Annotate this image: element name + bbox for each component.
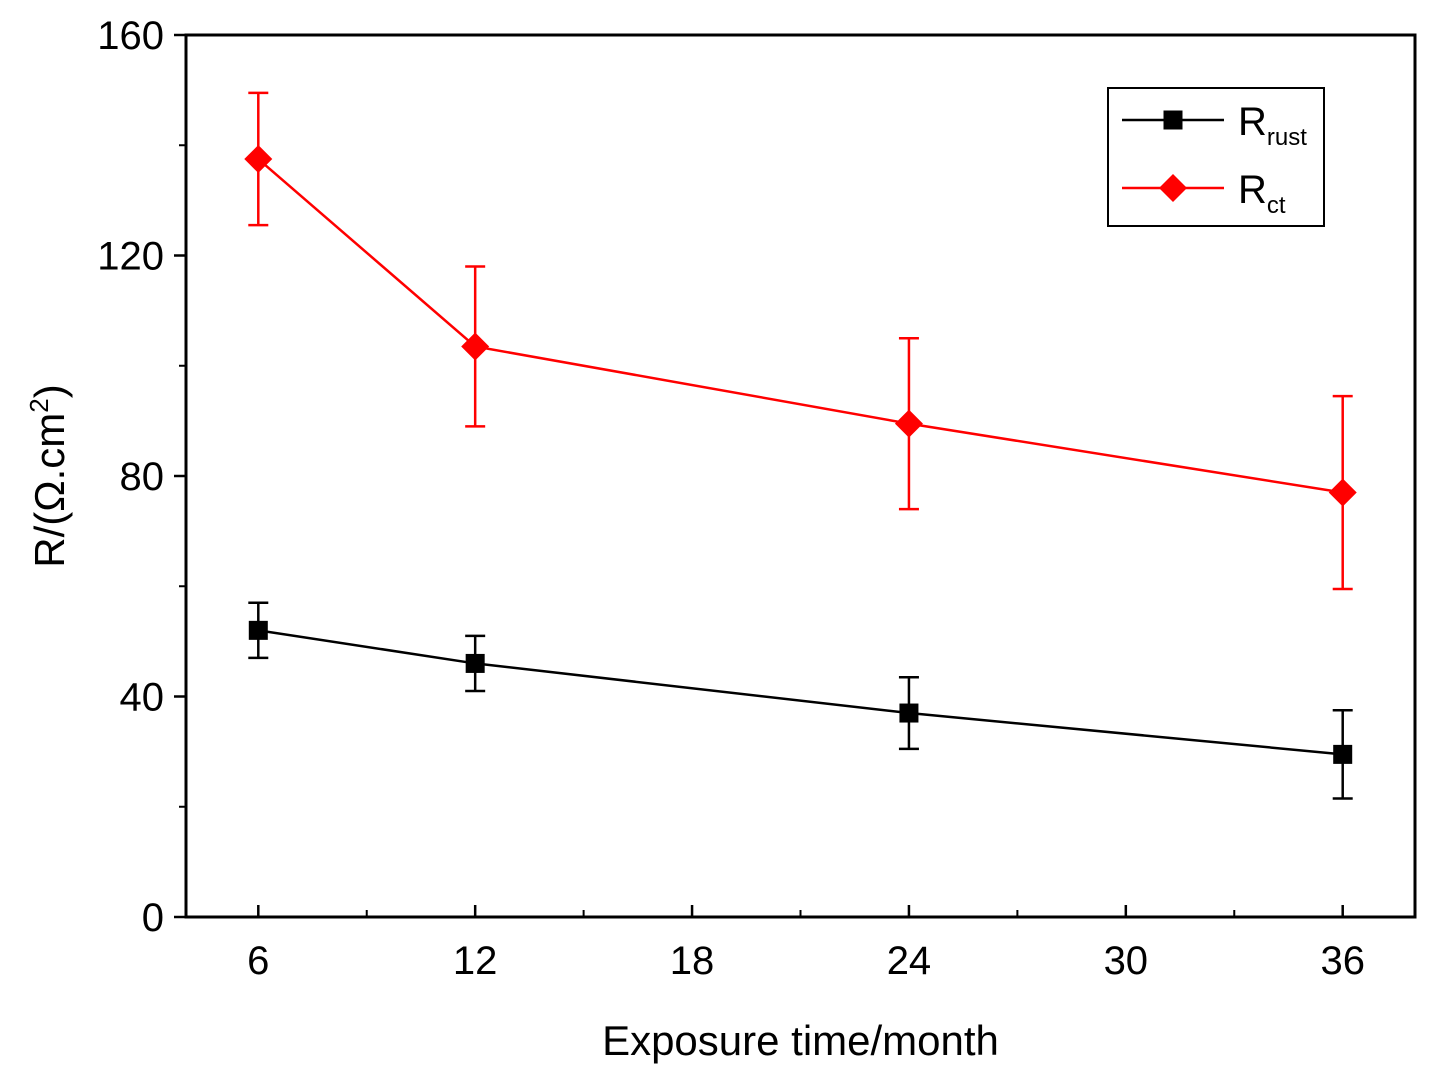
series-line-rrust	[258, 629, 1343, 756]
x-axis-title: Exposure time/month	[602, 1017, 999, 1064]
x-tick-label: 24	[887, 939, 932, 983]
data-point-rct	[894, 409, 923, 438]
legend-label-main: R	[1238, 100, 1267, 144]
legend-marker	[1163, 110, 1183, 130]
legend-label-subscript: ct	[1267, 192, 1286, 219]
y-axis-title-superscript: 2	[24, 398, 54, 412]
x-tick-label: 30	[1104, 939, 1149, 983]
y-tick-label: 80	[120, 455, 165, 499]
data-point-rrust	[899, 703, 919, 723]
y-tick-label: 160	[97, 14, 164, 58]
data-point-rrust	[465, 653, 485, 673]
y-tick-label: 120	[97, 235, 164, 279]
series-line-rct	[257, 158, 1343, 494]
legend-label: Rrust	[1238, 100, 1307, 151]
data-point-rrust	[248, 620, 268, 640]
y-axis-title-close: )	[26, 384, 73, 398]
axis-ticks: 6 12 18 24 30 36 0 40 80 120 160	[97, 14, 1365, 983]
legend-box	[1107, 87, 1325, 227]
data-point-rct	[1328, 478, 1357, 507]
x-tick-label: 36	[1320, 939, 1365, 983]
legend-label-main: R	[1238, 168, 1267, 212]
x-tick-label: 12	[453, 939, 498, 983]
data-point-rct	[461, 332, 490, 361]
y-tick-label: 40	[120, 676, 165, 720]
y-axis-title: R/(Ω.cm2)	[24, 384, 73, 568]
x-tick-label: 6	[247, 939, 269, 983]
series-rct	[244, 91, 1357, 591]
legend-item-rct: Rct	[1122, 168, 1286, 219]
data-point-rct	[244, 145, 273, 174]
legend-item-rrust: Rrust	[1122, 100, 1307, 151]
series-layer	[244, 91, 1357, 800]
legend-marker	[1159, 174, 1187, 202]
y-axis-title-main: R/(Ω.cm	[26, 413, 73, 568]
series-rrust	[248, 601, 1353, 800]
legend-label: Rct	[1238, 168, 1286, 219]
data-point-rrust	[1333, 744, 1353, 764]
x-tick-label: 18	[670, 939, 715, 983]
legend-label-subscript: rust	[1267, 124, 1307, 151]
y-tick-label: 0	[142, 896, 164, 940]
